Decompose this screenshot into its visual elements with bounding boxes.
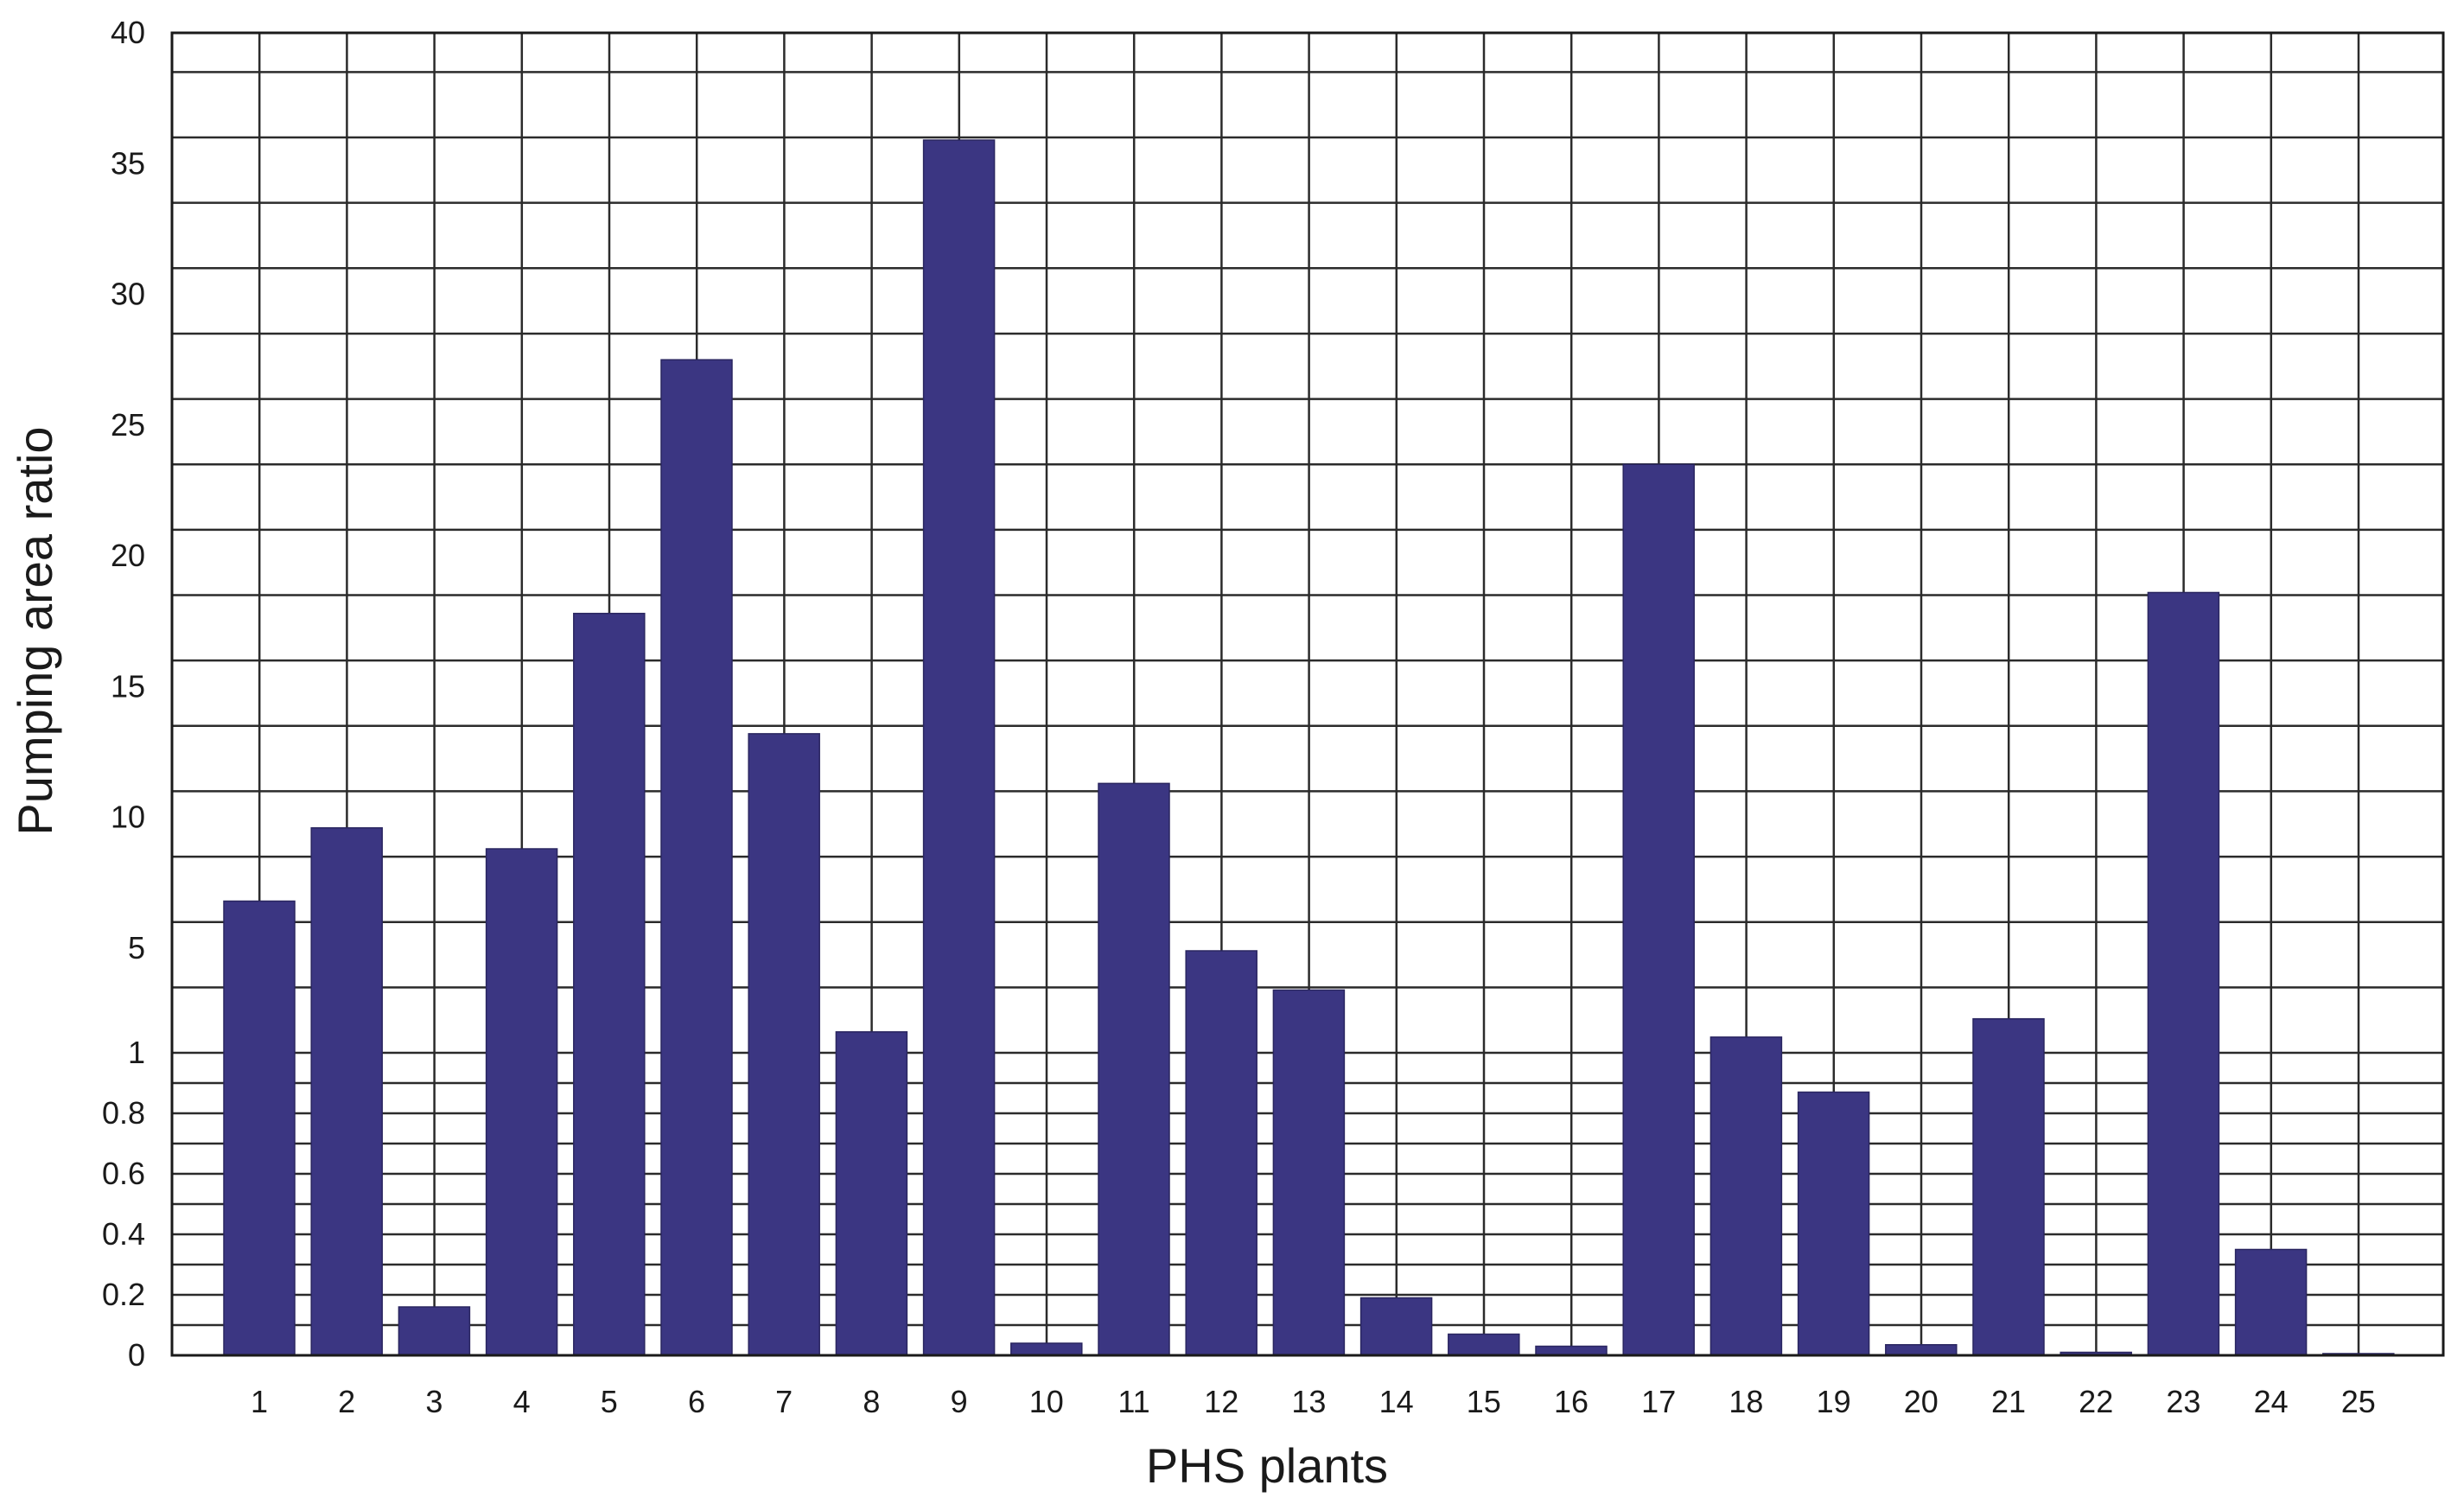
x-tick-label: 14 (1379, 1384, 1414, 1419)
x-tick-label: 23 (2166, 1384, 2200, 1419)
bar-plant-14 (1359, 1297, 1433, 1356)
x-tick-label: 11 (1117, 1384, 1149, 1419)
y-tick-label: 20 (111, 538, 145, 573)
y-tick-label: 5 (128, 930, 145, 965)
bar-plant-15 (1448, 1333, 1520, 1356)
bar-plant-7 (748, 733, 820, 1356)
y-tick-label: 30 (111, 277, 145, 312)
y-tick-label: 40 (111, 15, 145, 50)
bar-plant-8 (835, 1031, 908, 1356)
x-tick-label: 21 (1991, 1384, 2026, 1419)
x-tick-label: 1 (251, 1384, 268, 1419)
x-tick-label: 4 (513, 1384, 531, 1419)
x-tick-label: 16 (1554, 1384, 1589, 1419)
x-tick-label: 6 (688, 1384, 705, 1419)
bar-plant-11 (1098, 782, 1170, 1356)
bar-plant-6 (660, 359, 733, 1356)
bar-plant-21 (1972, 1017, 2045, 1356)
x-axis-title: PHS plants (1146, 1438, 1388, 1493)
plot-frame (170, 31, 2445, 1357)
x-tick-label: 7 (775, 1384, 793, 1419)
x-tick-label: 12 (1204, 1384, 1238, 1419)
x-tick-label: 5 (601, 1384, 618, 1419)
x-tick-label: 3 (425, 1384, 443, 1419)
bar-plant-10 (1010, 1342, 1083, 1356)
bar-plant-20 (1885, 1344, 1958, 1356)
x-tick-label: 2 (338, 1384, 355, 1419)
bar-plant-23 (2147, 591, 2220, 1356)
y-tick-label: 0.6 (102, 1156, 145, 1191)
x-tick-label: 22 (2079, 1384, 2113, 1419)
x-tick-label: 18 (1729, 1384, 1763, 1419)
bar-plant-19 (1797, 1091, 1870, 1356)
bar-plant-9 (922, 139, 996, 1356)
y-tick-label: 0.2 (102, 1277, 145, 1312)
bar-plant-4 (485, 848, 558, 1356)
y-tick-label: 15 (111, 668, 145, 704)
y-tick-label: 25 (111, 407, 145, 443)
x-tick-label: 17 (1641, 1384, 1676, 1419)
bar-plant-18 (1710, 1036, 1783, 1356)
y-tick-label: 1 (128, 1035, 145, 1070)
x-tick-label: 8 (863, 1384, 880, 1419)
x-tick-label: 25 (2341, 1384, 2376, 1419)
bar-plant-16 (1535, 1345, 1608, 1356)
x-tick-label: 19 (1817, 1384, 1851, 1419)
bar-plant-3 (398, 1306, 471, 1356)
x-tick-label: 13 (1291, 1384, 1326, 1419)
x-tick-label: 10 (1029, 1384, 1064, 1419)
bar-plant-2 (310, 827, 383, 1356)
bar-plant-5 (573, 612, 646, 1356)
bar-plant-13 (1272, 989, 1346, 1356)
x-tick-label: 15 (1467, 1384, 1501, 1419)
bar-plant-12 (1185, 950, 1257, 1356)
y-tick-label: 10 (111, 800, 145, 835)
x-tick-label: 9 (951, 1384, 968, 1419)
bars (223, 139, 2395, 1356)
x-tick-label: 24 (2254, 1384, 2289, 1419)
y-tick-label: 35 (111, 145, 145, 181)
y-axis-title: Pumping area ratio (8, 426, 62, 835)
y-tick-label: 0.4 (102, 1216, 145, 1252)
y-tick-label: 0.8 (102, 1095, 145, 1131)
bar-plant-17 (1622, 463, 1695, 1356)
bar-plant-24 (2234, 1248, 2308, 1356)
y-tick-label: 0 (128, 1337, 145, 1373)
x-tick-labels: 1 2 3 4 5 6 7 8 9 10 11 12 13 14 15 16 17 18 19 20 21 22 23 24 2… (251, 1384, 2376, 1419)
bar-plant-1 (223, 900, 296, 1356)
x-tick-label: 20 (1904, 1384, 1939, 1419)
